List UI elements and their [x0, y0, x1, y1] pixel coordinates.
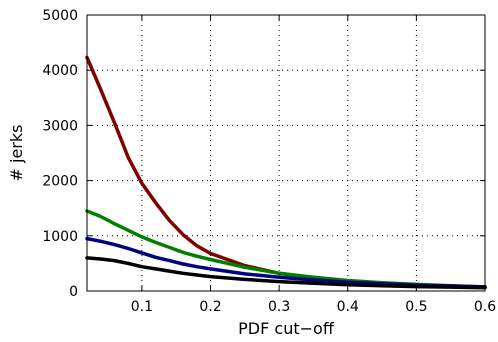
- y-tick-label: 2000: [42, 174, 78, 190]
- tick-marks: [87, 14, 486, 292]
- y-tick-label: 3000: [42, 118, 78, 134]
- x-tick-label: 0.2: [199, 299, 221, 315]
- plot-frame: [86, 14, 486, 292]
- y-tick-label: 1000: [42, 229, 78, 245]
- y-tick-label: 0: [69, 284, 78, 300]
- x-tick-label: 0.3: [268, 299, 290, 315]
- y-axis-label: # jerks: [7, 125, 26, 182]
- x-tick-label: 0.6: [474, 299, 496, 315]
- x-tick-label: 0.5: [405, 299, 427, 315]
- y-tick-labels: 0 1000 2000 3000 4000 5000: [42, 8, 78, 300]
- series-line-3: [85, 236, 487, 289]
- x-tick-label: 0.1: [131, 299, 153, 315]
- grid-lines: [87, 15, 485, 291]
- y-tick-label: 4000: [42, 63, 78, 79]
- series-line-4: [85, 256, 487, 290]
- series-lines: [85, 55, 487, 290]
- x-axis-label: PDF cut−off: [238, 319, 335, 338]
- x-tick-label: 0.4: [337, 299, 359, 315]
- series-line-2: [85, 209, 487, 289]
- x-tick-labels: 0.1 0.2 0.3 0.4 0.5 0.6: [131, 299, 496, 315]
- y-tick-label: 5000: [42, 8, 78, 24]
